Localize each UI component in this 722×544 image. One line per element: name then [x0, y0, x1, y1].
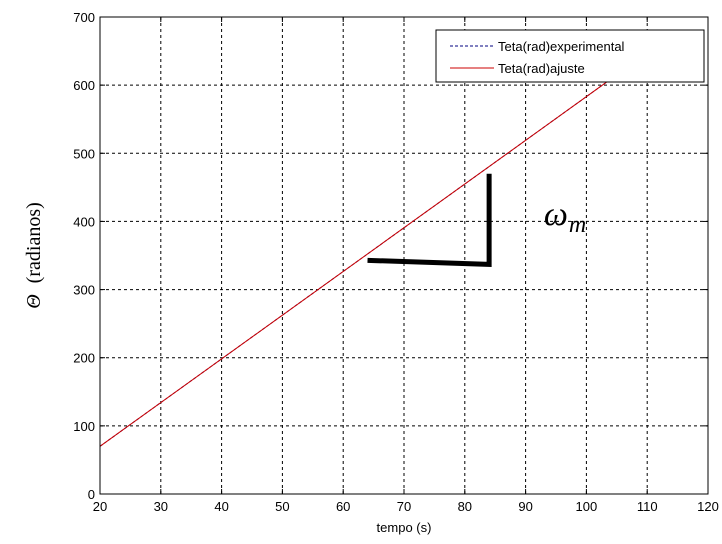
x-tick-label: 50 — [275, 499, 289, 514]
annotations: ωm — [367, 173, 586, 267]
series-line-2 — [99, 76, 615, 447]
y-tick-label: 300 — [73, 283, 95, 298]
x-tick-label: 20 — [93, 499, 107, 514]
omega-symbol: ω — [544, 196, 568, 233]
x-tick-label: 30 — [154, 499, 168, 514]
x-tick-label: 60 — [336, 499, 350, 514]
y-tick-label: 200 — [73, 351, 95, 366]
x-tick-label: 70 — [397, 499, 411, 514]
omega-subscript: m — [569, 212, 586, 238]
y-tick-label: 700 — [73, 10, 95, 25]
legend: Teta(rad)experimental Teta(rad)ajuste — [435, 29, 705, 83]
omega-annotation: ωm — [544, 196, 586, 238]
y-axis-label-text: (radianos) — [23, 202, 45, 283]
y-tick-label: 500 — [73, 146, 95, 161]
y-tick-label: 600 — [73, 78, 95, 93]
x-tick-label: 40 — [214, 499, 228, 514]
x-tick-label: 110 — [637, 499, 658, 514]
legend-label-1: Teta(rad)experimental — [498, 39, 625, 54]
x-tick-label: 100 — [576, 499, 598, 514]
x-tick-label: 90 — [518, 499, 532, 514]
legend-label-2: Teta(rad)ajuste — [498, 61, 585, 76]
series-layer — [99, 76, 615, 447]
x-tick-label: 80 — [458, 499, 472, 514]
legend-box — [435, 29, 705, 83]
plot-area — [100, 17, 708, 494]
y-axis-label-symbol: Θ — [23, 294, 45, 308]
grid — [100, 17, 708, 494]
y-tick-label: 400 — [73, 214, 95, 229]
y-tick-label: 100 — [73, 419, 95, 434]
y-tick-label: 0 — [88, 487, 95, 502]
y-axis-label: Θ (radianos) — [23, 202, 45, 309]
x-axis-label: tempo (s) — [377, 520, 432, 535]
x-tick-label: 120 — [697, 499, 719, 514]
ticks: 20 30 40 50 60 70 80 90 100 110 120 0 100 200 300 400 50… — [73, 10, 719, 514]
slope-triangle — [367, 173, 492, 267]
